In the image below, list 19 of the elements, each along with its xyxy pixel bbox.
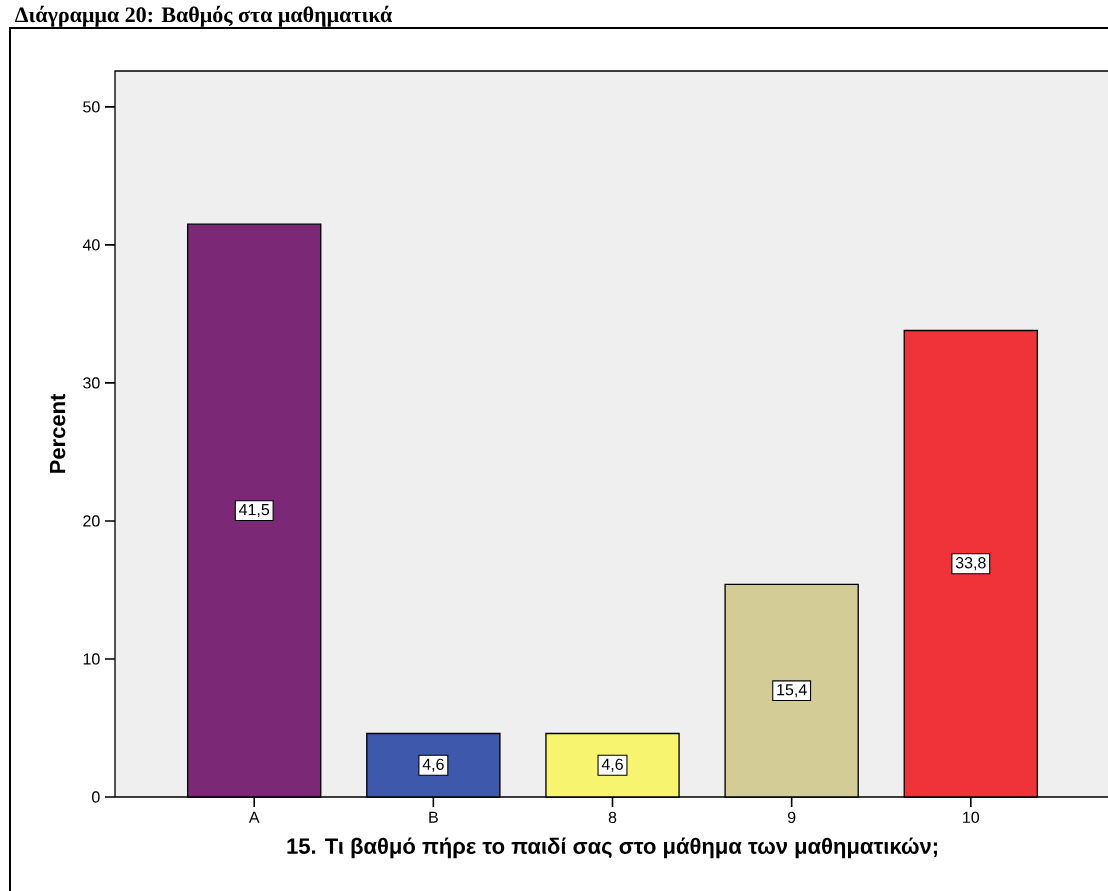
data-label: 4,6	[601, 758, 623, 772]
data-label: 41,5	[239, 504, 270, 518]
y-tick-label: 30	[83, 377, 100, 389]
x-tick-label: 10	[963, 811, 980, 824]
x-axis-title: 15. Τι βαθμό πήρε το παιδί σας στο μάθημα των μαθηματικών;	[287, 837, 937, 859]
chart-title: Διάγραμμα 20: Βαθμός στα μαθηματικά	[15, 5, 392, 27]
y-tick-label: 20	[83, 515, 100, 527]
y-axis-title: Percent	[49, 393, 66, 473]
x-tick-label: A	[248, 811, 260, 823]
y-tick-label: 10	[83, 653, 100, 665]
y-tick-label: 40	[82, 239, 100, 251]
data-label: 15,4	[777, 684, 807, 698]
y-tick-label: 50	[83, 101, 100, 113]
data-label: 4,6	[422, 758, 444, 772]
x-tick-label: 8	[608, 811, 617, 824]
y-tick-label: 0	[92, 791, 100, 803]
x-tick-label: B	[429, 811, 438, 823]
x-tick-label: 9	[787, 811, 796, 824]
data-label: 33,8	[955, 557, 986, 571]
